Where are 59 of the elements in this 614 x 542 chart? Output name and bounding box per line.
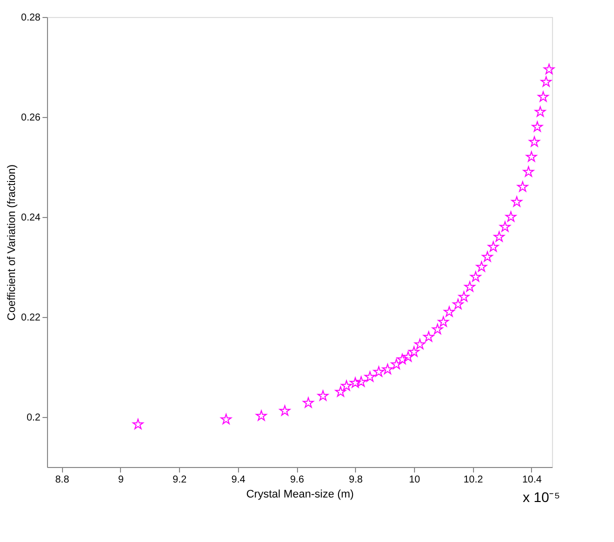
point	[302, 397, 314, 408]
point	[534, 106, 546, 117]
point	[500, 221, 511, 232]
point	[396, 354, 408, 364]
x-tick-label: 9	[118, 474, 124, 486]
point	[458, 291, 470, 302]
point	[528, 136, 540, 147]
y-axis-title: Coefficient of Variation (fraction)	[6, 164, 18, 321]
point	[444, 306, 455, 317]
y-tick-label: 0.26	[21, 112, 41, 124]
point	[438, 316, 449, 327]
x-tick-label: 10.4	[522, 474, 542, 486]
x-tick-label: 9.2	[172, 474, 188, 486]
point	[464, 281, 476, 292]
point	[505, 211, 516, 222]
point	[220, 414, 232, 424]
x-tick-label: 9.8	[348, 474, 364, 486]
point	[517, 181, 528, 192]
point	[402, 351, 414, 362]
point	[494, 231, 505, 242]
point	[482, 251, 493, 262]
y-tick-label: 0.24	[21, 212, 41, 224]
x-axis-title: Crystal Mean-size (m)	[246, 488, 354, 500]
point	[364, 371, 376, 382]
x-tick-label: 8.8	[55, 474, 70, 486]
x-tick-label: 9.6	[290, 474, 304, 486]
point	[423, 331, 434, 342]
point	[279, 405, 290, 416]
point	[538, 91, 549, 102]
point	[476, 261, 488, 272]
x-tick-label: 10	[408, 474, 421, 486]
point	[540, 76, 552, 87]
point	[526, 151, 537, 162]
y-tick-label: 0.28	[21, 12, 41, 24]
point	[256, 410, 267, 421]
x-tick-label: 9.4	[231, 474, 246, 486]
point	[335, 386, 346, 397]
text: x 10⁻⁵	[522, 489, 560, 505]
point	[318, 390, 328, 401]
point	[432, 324, 443, 334]
y-tick-label: 0.22	[21, 312, 41, 324]
point	[373, 366, 384, 377]
point	[488, 241, 499, 252]
point	[470, 271, 482, 282]
point	[523, 166, 534, 177]
point	[544, 64, 555, 74]
point	[382, 364, 394, 374]
point	[340, 380, 352, 391]
y-tick-label: 0.2	[26, 412, 41, 424]
point	[408, 346, 420, 357]
point	[532, 121, 543, 132]
point	[511, 196, 522, 207]
point	[414, 338, 426, 350]
point	[356, 376, 367, 387]
point	[350, 377, 361, 388]
x-tick-label: 10.2	[463, 474, 484, 486]
point	[132, 418, 144, 430]
point	[452, 298, 464, 310]
point	[390, 358, 402, 370]
